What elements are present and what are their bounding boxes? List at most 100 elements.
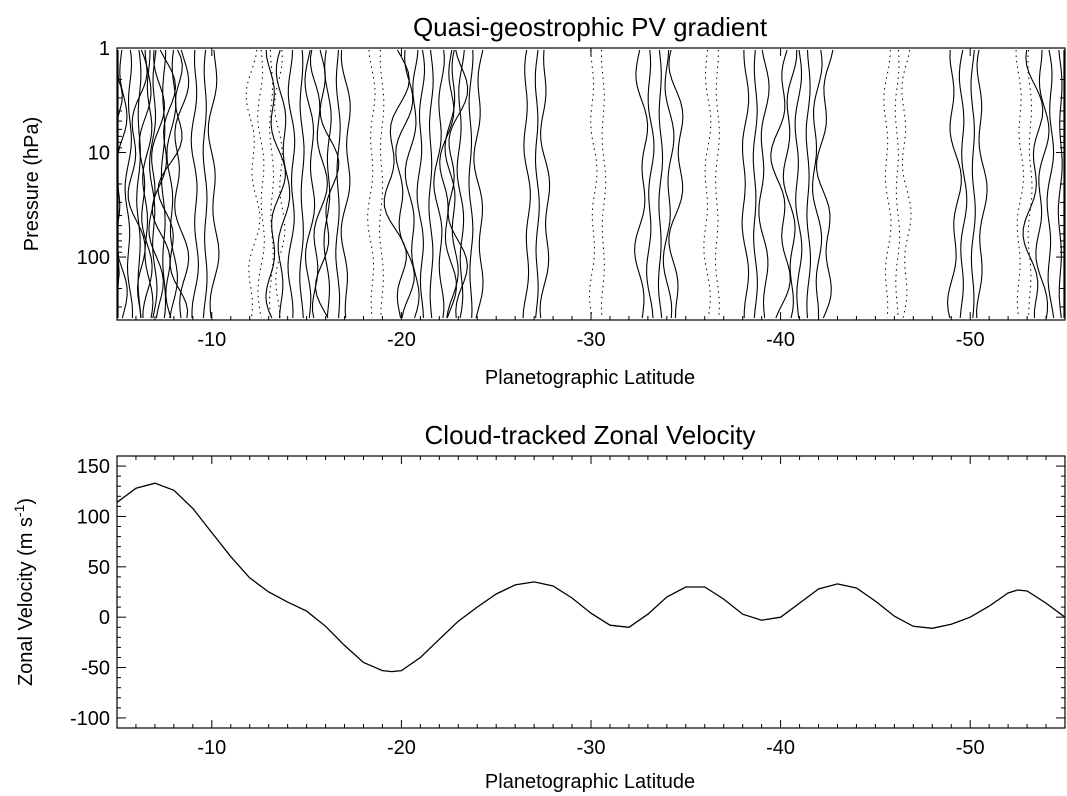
pv-contour-line — [634, 49, 649, 319]
pv-x-tick-label: -20 — [387, 329, 416, 351]
pv-x-tick-label: -40 — [766, 329, 795, 351]
pv-x-axis-label: Planetographic Latitude — [485, 367, 695, 389]
pv-contour-line — [166, 49, 178, 319]
pv-contour-line — [970, 49, 976, 319]
pv-contour-line — [395, 49, 415, 319]
pv-contour-line — [444, 49, 459, 319]
pv-gradient-title: Quasi-geostrophic PV gradient — [413, 12, 768, 42]
pv-y-axis-label: Pressure (hPa) — [21, 117, 43, 252]
pv-contour-line — [976, 49, 988, 319]
pv-contour-line — [703, 49, 712, 319]
pv-contour-group — [117, 49, 1065, 319]
pv-axis-ticks: -10 -20 -30 -40 -50 1 10 100 — [77, 38, 1066, 351]
pv-contour-line — [958, 49, 968, 319]
pv-y-tick-label: 10 — [88, 143, 110, 165]
pv-contour-line — [323, 49, 332, 319]
pv-y-tick-label: 1 — [99, 38, 110, 60]
pv-contour-line — [151, 49, 177, 319]
pv-contour-line — [138, 49, 153, 319]
pv-contour-line — [160, 49, 167, 319]
pv-gradient-panel: Quasi-geostrophic PV gradient -10 -20 -30-… — [21, 12, 1066, 389]
pv-contour-line — [668, 49, 684, 319]
zonal-y-tick-label: -100 — [70, 708, 110, 730]
pv-contour-line — [367, 49, 376, 319]
pv-contour-line — [741, 49, 750, 319]
pv-contour-line — [439, 49, 457, 319]
pv-contour-line — [816, 49, 834, 319]
pv-contour-line — [901, 49, 912, 319]
pv-contour-line — [268, 49, 275, 319]
pv-contour-line — [428, 49, 434, 319]
pv-contour-line — [433, 49, 445, 319]
zonal-axis-ticks: -10 -20 -30 -40 -50 150 100 50 0 -50 -100 — [70, 456, 1066, 759]
pv-contour-line — [275, 49, 291, 319]
pv-y-tick-label: 100 — [77, 247, 110, 269]
pv-contour-line — [534, 49, 540, 319]
zonal-y-axis-label-main: Zonal Velocity (m s — [15, 517, 37, 686]
pv-contour-line — [714, 50, 720, 319]
pv-contour-line — [265, 49, 286, 319]
zonal-y-tick-label: 100 — [77, 506, 110, 528]
zonal-velocity-line — [116, 482, 1066, 673]
pv-contour-line — [136, 49, 142, 319]
zonal-x-tick-label: -30 — [577, 737, 606, 759]
pv-contour-line — [174, 49, 190, 319]
pv-contour-line — [539, 49, 551, 319]
pv-contour-line — [662, 49, 675, 319]
pv-contour-line — [245, 49, 261, 319]
pv-contour-line — [314, 49, 340, 319]
pv-contour-line — [1027, 49, 1033, 318]
zonal-y-axis-label-close: ) — [15, 498, 37, 505]
zonal-y-axis-label-exponent: -1 — [11, 504, 27, 517]
pv-contour-line — [274, 49, 286, 319]
pv-contour-line — [600, 49, 607, 319]
pv-contour-line — [309, 49, 328, 319]
pv-contour-line — [805, 49, 812, 319]
zonal-velocity-series-group — [116, 482, 1066, 673]
pv-contour-line — [894, 49, 901, 319]
pv-contour-line — [416, 49, 426, 319]
pv-contour-line — [812, 49, 823, 318]
zonal-y-tick-label: 150 — [77, 456, 110, 478]
pv-contour-line — [646, 49, 655, 319]
pv-contour-line — [794, 49, 803, 319]
pv-contour-line — [299, 49, 305, 319]
pv-contour-line — [588, 49, 598, 319]
pv-contour-line — [378, 49, 385, 319]
pv-contour-line — [335, 49, 341, 319]
pv-contour-line — [142, 49, 154, 319]
pv-plot-frame — [116, 47, 1066, 321]
pv-contour-line — [124, 49, 134, 319]
zonal-y-tick-label: 50 — [88, 557, 110, 579]
pv-x-tick-label: -50 — [956, 329, 985, 351]
zonal-x-tick-label: -50 — [956, 737, 985, 759]
pv-contour-line — [1035, 49, 1050, 319]
zonal-velocity-title: Cloud-tracked Zonal Velocity — [425, 420, 756, 450]
pv-contour-line — [758, 49, 770, 319]
pv-contour-line — [883, 49, 892, 319]
zonal-x-tick-label: -40 — [766, 737, 795, 759]
pv-contour-line — [257, 49, 265, 319]
pv-x-tick-label: -10 — [197, 329, 226, 351]
pv-contour-line — [202, 49, 208, 319]
pv-contour-line — [190, 49, 199, 318]
zonal-y-axis-label: Zonal Velocity (m s-1) — [11, 498, 37, 686]
pv-contour-line — [157, 49, 189, 319]
pv-contour-line — [657, 49, 664, 319]
zonal-x-tick-label: -20 — [387, 737, 416, 759]
zonal-x-axis-label: Planetographic Latitude — [485, 771, 695, 793]
pv-contour-line — [752, 49, 758, 319]
pv-contour-line — [149, 49, 158, 319]
pv-contour-line — [207, 49, 220, 319]
pv-contour-line — [522, 49, 531, 319]
pv-contour-line — [946, 49, 962, 319]
zonal-plot-frame — [116, 455, 1066, 729]
pv-contour-line — [340, 49, 351, 319]
zonal-y-tick-label: 0 — [99, 607, 110, 629]
pv-contour-line — [287, 49, 296, 319]
zonal-velocity-panel: Cloud-tracked Zonal Velocity -1 0 -20 -30 -4… — [11, 420, 1066, 793]
pv-contour-line — [468, 49, 474, 319]
pv-contour-line — [1046, 49, 1055, 319]
zonal-y-tick-label: -50 — [81, 658, 110, 680]
